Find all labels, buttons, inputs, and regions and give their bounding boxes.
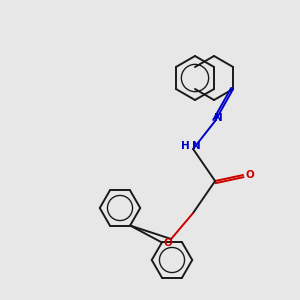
Text: O: O xyxy=(164,238,172,248)
Text: O: O xyxy=(246,170,254,180)
Text: H: H xyxy=(181,141,190,151)
Text: N: N xyxy=(192,141,200,151)
Text: N: N xyxy=(214,113,223,123)
